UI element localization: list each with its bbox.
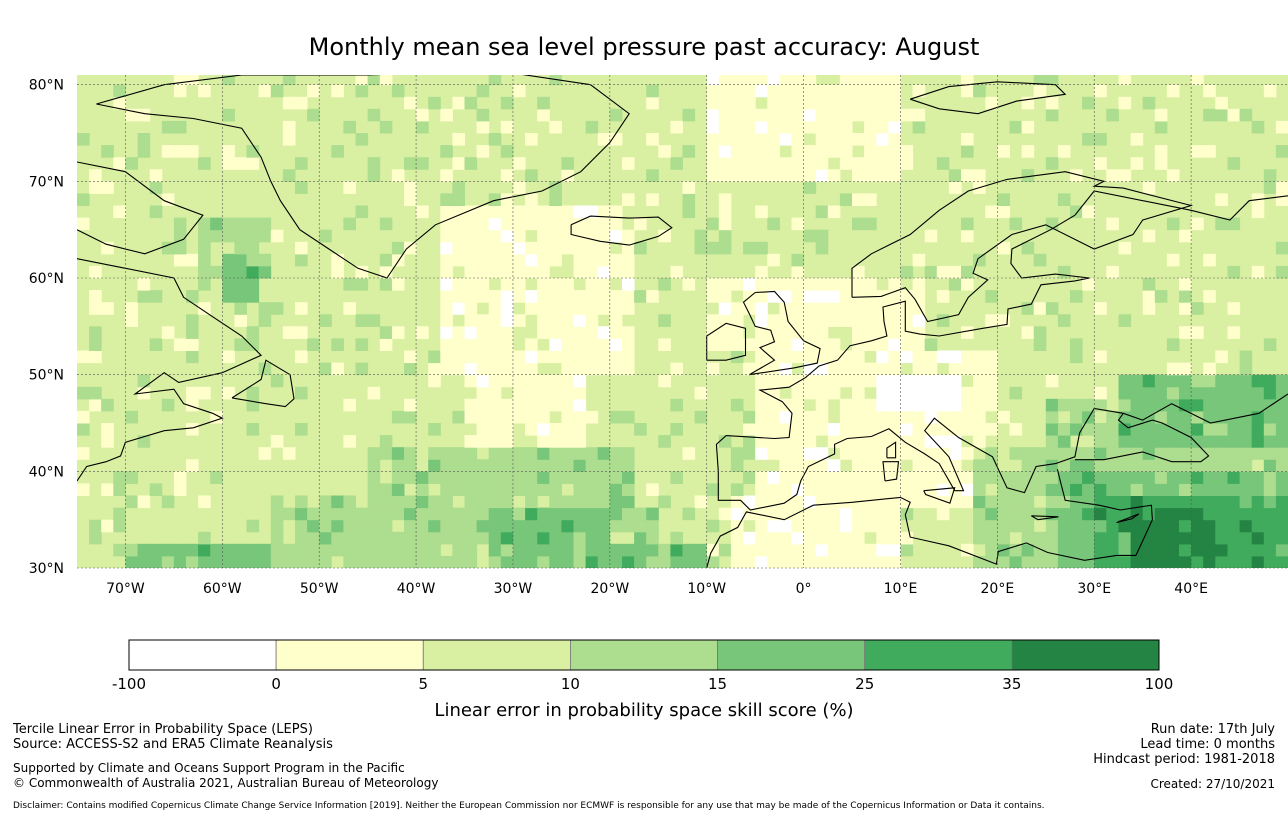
coastline — [886, 441, 897, 459]
colorbar-tick-label: 5 — [419, 675, 429, 693]
coastline — [851, 171, 1194, 323]
colorbar-segment — [422, 639, 571, 671]
footer-right: Run date: 17th July Lead time: 0 months … — [1093, 722, 1275, 767]
colorbar-tick-label: 10 — [561, 675, 580, 693]
footer-copyright: © Commonwealth of Australia 2021, Austra… — [13, 776, 439, 790]
coastline — [570, 215, 673, 246]
colorbar-tick-labels: -100 0 5 10 15 25 35 100 — [112, 675, 1173, 693]
hindcast-period: Hindcast period: 1981-2018 — [1093, 752, 1275, 767]
coastline — [1074, 412, 1210, 463]
colorbar — [128, 639, 1160, 671]
colorbar-tick-label: 0 — [271, 675, 281, 693]
latitude-label: 30°N — [29, 561, 64, 577]
longitude-label: 10°W — [687, 581, 726, 597]
longitude-label: 40°W — [397, 581, 436, 597]
footer-left: Tercile Linear Error in Probability Spac… — [13, 722, 333, 752]
colorbar-segment — [275, 639, 424, 671]
latitude-label: 50°N — [29, 368, 64, 384]
colorbar-segment — [717, 639, 866, 671]
colorbar-tick-label: 15 — [708, 675, 727, 693]
colorbar-segment — [1011, 639, 1160, 671]
latitude-label: 70°N — [29, 174, 64, 190]
latitude-label: 60°N — [29, 271, 64, 287]
longitude-label: 0° — [796, 581, 812, 597]
longitude-label: 10°E — [884, 581, 918, 597]
coastline — [1116, 513, 1140, 524]
colorbar-tick-label: 25 — [855, 675, 874, 693]
graticule — [77, 75, 1288, 569]
coastline — [77, 258, 263, 482]
coastline — [96, 75, 630, 279]
disclaimer: Disclaimer: Contains modified Copernicus… — [13, 801, 1045, 811]
coastline — [923, 487, 956, 504]
coastline — [882, 461, 900, 482]
skill-score-map: 80°N 70°N 60°N 50°N 40°N 30°N 70°W 60°W 50°W 40°… — [29, 75, 1288, 720]
latitude-label: 80°N — [29, 78, 64, 94]
longitude-label: 70°W — [106, 581, 145, 597]
latitude-labels: 80°N 70°N 60°N 50°N 40°N 30°N — [29, 78, 64, 577]
longitude-label: 50°W — [300, 581, 339, 597]
longitude-label: 20°E — [981, 581, 1015, 597]
longitude-label: 60°W — [203, 581, 242, 597]
map-title: Monthly mean sea level pressure past acc… — [308, 33, 980, 61]
coastline — [910, 81, 1067, 115]
footer-method: Tercile Linear Error in Probability Spac… — [13, 722, 313, 737]
colorbar-segment — [128, 639, 277, 671]
colorbar-title: Linear error in probability space skill … — [434, 700, 853, 720]
longitude-labels: 70°W 60°W 50°W 40°W 30°W 20°W 10°W 0° 10°E 20°E 30… — [106, 581, 1208, 597]
coastlines — [77, 75, 1288, 568]
longitude-label: 40°E — [1174, 581, 1208, 597]
footer-credits: Supported by Climate and Oceans Support … — [13, 761, 438, 791]
created-date: Created: 27/10/2021 — [1150, 777, 1275, 791]
footer-support: Supported by Climate and Oceans Support … — [13, 761, 405, 775]
coastline — [715, 190, 1288, 511]
colorbar-frame — [128, 639, 1160, 671]
coastline — [706, 469, 1153, 568]
longitude-label: 20°W — [591, 581, 630, 597]
colorbar-tick-label: 35 — [1002, 675, 1021, 693]
latitude-label: 40°N — [29, 464, 64, 480]
coastline — [231, 359, 295, 408]
run-date: Run date: 17th July — [1150, 722, 1275, 737]
colorbar-segment — [570, 639, 718, 671]
colorbar-segment — [864, 639, 1013, 671]
skill-field — [77, 75, 1288, 568]
colorbar-tick-label: -100 — [112, 675, 146, 693]
longitude-label: 30°W — [494, 581, 533, 597]
coastline — [1031, 515, 1059, 521]
coastline — [77, 161, 204, 255]
colorbar-tick-label: 100 — [1145, 675, 1174, 693]
longitude-label: 30°E — [1077, 581, 1111, 597]
lead-time: Lead time: 0 months — [1140, 737, 1275, 752]
footer-source: Source: ACCESS-S2 and ERA5 Climate Reana… — [13, 737, 333, 752]
